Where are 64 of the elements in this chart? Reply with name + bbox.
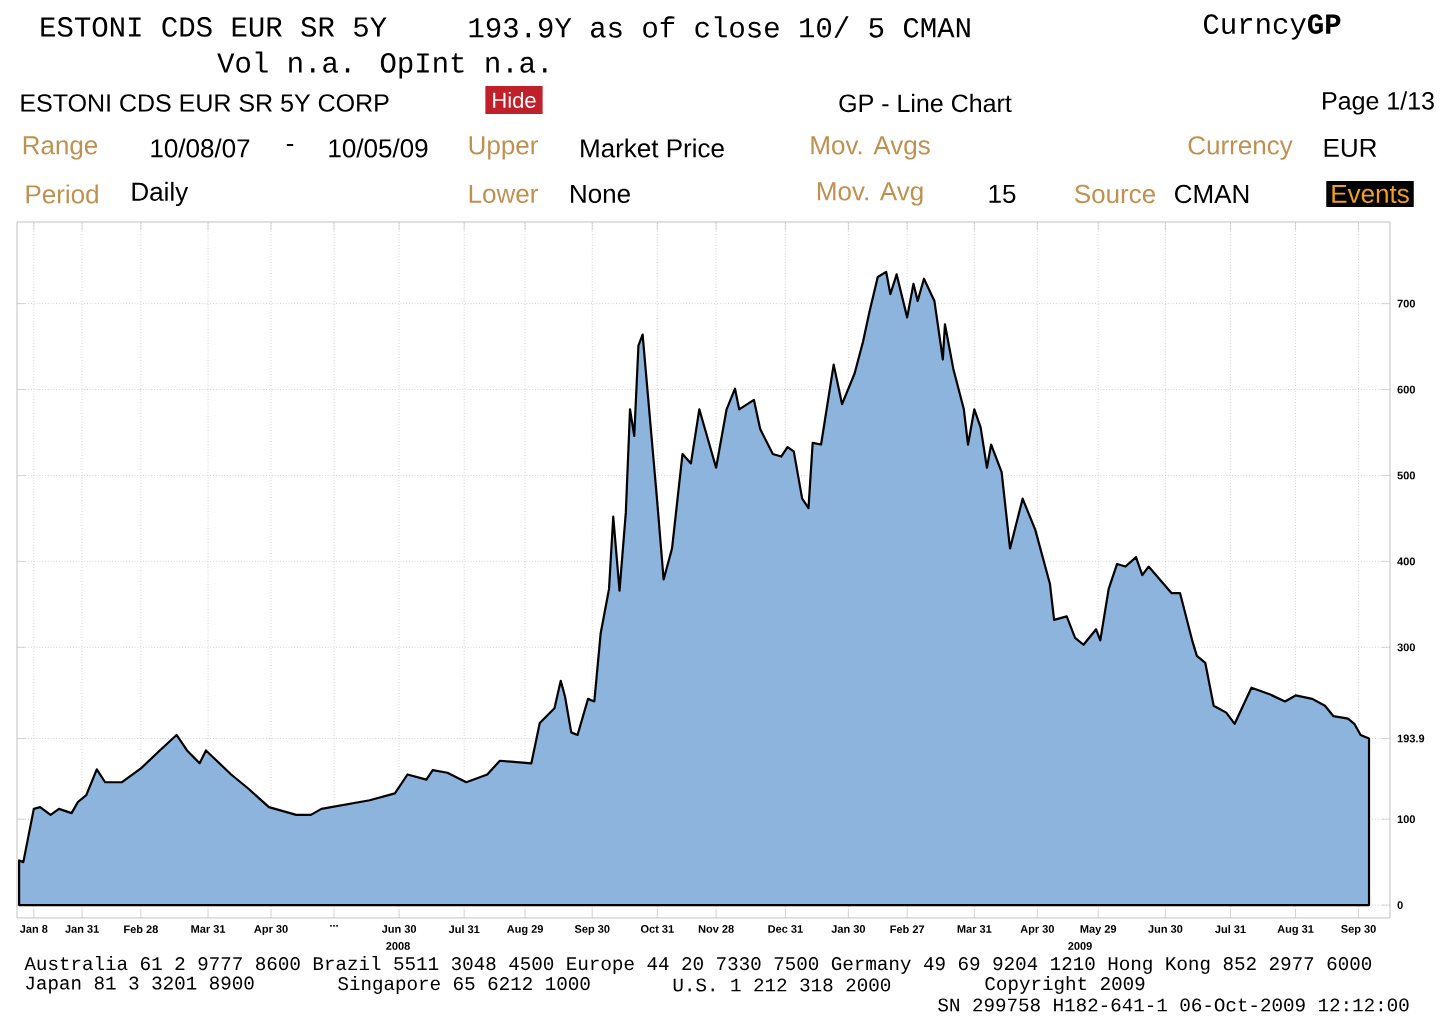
text: Lower xyxy=(469,184,538,204)
x-tick-label: Oct 31 xyxy=(640,925,674,933)
text: 10/08/07 xyxy=(151,138,250,158)
text: 2008 xyxy=(386,942,410,950)
x-tick-label: Jun 30 xyxy=(381,925,417,933)
text: Currency xyxy=(1188,136,1293,160)
text: SN 299758 H182-641-1 06-Oct-2009 12:12:00 xyxy=(938,998,1409,1012)
text: Australia 61 2 9777 8600 Brazil 5511 3048 4500 Europe 44 20 7330 7500 Germany 49 69 9204 1210 Hong Kong 852 2977 6000 xyxy=(24,956,1372,974)
text: 2009 xyxy=(1068,942,1092,950)
x-tick-label: Feb 28 xyxy=(124,925,158,934)
x-tick-label: Mar 31 xyxy=(191,925,226,933)
text: None xyxy=(571,184,630,204)
text: EUR xyxy=(1324,138,1377,158)
x-tick-label: Sep 30 xyxy=(1341,925,1376,936)
x-tick-label: Aug 31 xyxy=(1277,925,1314,936)
text: Upper xyxy=(469,136,538,160)
text: Singapore 65 6212 1000 xyxy=(338,976,590,994)
y-tick-label: 300 xyxy=(1397,643,1415,652)
x-tick-label: May 29 xyxy=(1080,925,1117,936)
text: Japan 81 3 3201 8900 xyxy=(26,976,254,994)
y-tick-label: 100 xyxy=(1397,815,1415,824)
text: Hide xyxy=(493,91,536,109)
x-tick-label: ... xyxy=(330,925,338,927)
text: Daily xyxy=(132,181,189,207)
y-tick-label: 193.9 xyxy=(1397,734,1425,743)
text: Range xyxy=(23,136,98,160)
x-tick-label: Mar 31 xyxy=(957,925,992,933)
x-tick-label: Jul 31 xyxy=(448,925,480,934)
text: Mov. Avg xyxy=(817,182,923,206)
y-tick-label: 600 xyxy=(1397,385,1415,394)
text: 193.9Y as of close 10/ 5 CMAN xyxy=(469,16,970,38)
text: ESTONI CDS EUR SR 5Y CORP xyxy=(21,94,389,112)
text: Page 1/13 xyxy=(1323,91,1434,115)
x-tick-label: Feb 27 xyxy=(890,925,925,934)
text: Mov. Avgs xyxy=(811,136,930,160)
x-tick-label: Apr 30 xyxy=(254,925,288,936)
x-tick-label: Jun 30 xyxy=(1148,925,1183,933)
text: Copyright 2009 xyxy=(985,976,1145,994)
text: CMAN xyxy=(1175,184,1249,204)
x-tick-label: Jul 31 xyxy=(1215,925,1246,934)
y-tick-label: 500 xyxy=(1397,471,1415,480)
text: - xyxy=(286,144,294,147)
text: Period xyxy=(26,184,98,204)
chart-title: ESTONI CDS EUR SR 5Y xyxy=(41,17,387,37)
y-tick-label: 400 xyxy=(1397,557,1415,566)
y-tick-label: 0 xyxy=(1397,901,1403,909)
x-tick-label: Sep 30 xyxy=(574,925,610,936)
text: CurncyGP xyxy=(1204,14,1341,40)
text: Events xyxy=(1332,184,1409,204)
x-tick-label: Jan 30 xyxy=(831,925,866,933)
text: 15 xyxy=(989,184,1016,204)
y-tick-label: 700 xyxy=(1397,299,1415,308)
chart-subtitle: Vol n.a. OpInt n.a. xyxy=(217,51,547,79)
text: U.S. 1 212 318 2000 xyxy=(673,978,891,992)
text: Source xyxy=(1075,184,1156,204)
text: 10/05/09 xyxy=(329,138,428,158)
x-tick-label: Nov 28 xyxy=(698,925,734,933)
x-tick-label: Apr 30 xyxy=(1020,925,1054,936)
x-tick-label: Dec 31 xyxy=(768,925,803,933)
x-tick-label: Jan 8 xyxy=(19,925,48,933)
text: Market Price xyxy=(581,138,724,158)
text: GP - Line Chart xyxy=(839,93,1012,113)
x-tick-label: Jan 31 xyxy=(65,925,99,933)
x-tick-label: Aug 29 xyxy=(507,925,543,936)
